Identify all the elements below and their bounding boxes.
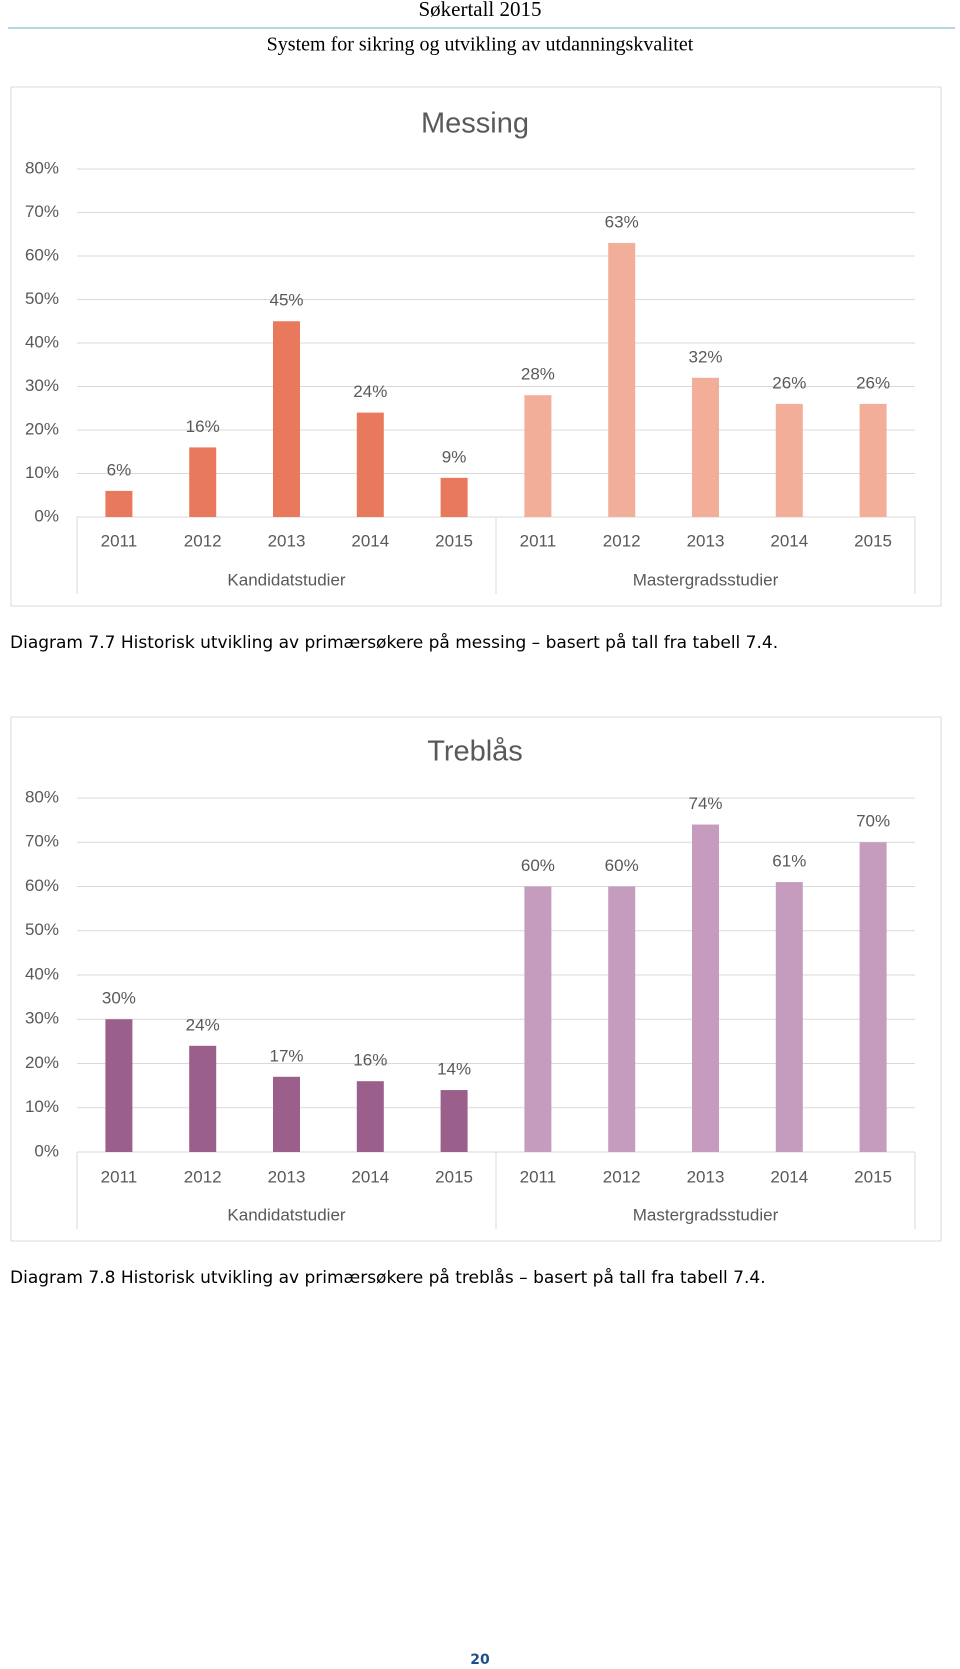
y-tick-label: 60% — [25, 876, 59, 895]
value-label: 16% — [186, 417, 220, 436]
value-label: 14% — [437, 1060, 471, 1079]
bar — [189, 447, 217, 517]
x-tick-label: 2014 — [351, 531, 389, 550]
y-tick-label: 20% — [25, 419, 59, 438]
group-label: Kandidatstudier — [227, 1205, 345, 1224]
bar — [105, 490, 133, 517]
value-label: 60% — [521, 856, 555, 875]
value-label: 17% — [269, 1046, 303, 1065]
x-tick-label: 2015 — [435, 1167, 473, 1186]
value-label: 6% — [107, 460, 132, 479]
bar — [859, 842, 887, 1152]
value-label: 16% — [353, 1051, 387, 1070]
bar — [440, 477, 468, 517]
bar — [189, 1045, 217, 1152]
value-label: 32% — [688, 347, 722, 366]
y-tick-label: 10% — [25, 463, 59, 482]
y-tick-label: 50% — [25, 920, 59, 939]
bar — [273, 321, 300, 517]
value-label: 9% — [442, 447, 467, 466]
y-tick-label: 10% — [25, 1097, 59, 1116]
y-tick-label: 60% — [25, 245, 59, 264]
y-tick-label: 20% — [25, 1053, 59, 1072]
x-tick-label: 2015 — [854, 1167, 892, 1186]
x-tick-label: 2012 — [603, 531, 641, 550]
x-tick-label: 2013 — [268, 531, 306, 550]
bar — [524, 886, 552, 1152]
x-tick-label: 2014 — [770, 531, 808, 550]
bar — [440, 1090, 468, 1152]
x-tick-label: 2012 — [603, 1167, 641, 1186]
bar — [356, 1081, 384, 1152]
value-label: 70% — [856, 812, 890, 831]
x-tick-label: 2015 — [435, 531, 473, 550]
x-tick-label: 2014 — [351, 1167, 389, 1186]
group-label: Mastergradsstudier — [633, 1205, 779, 1224]
y-tick-label: 70% — [25, 832, 59, 851]
value-label: 63% — [605, 212, 639, 231]
bar — [775, 403, 803, 517]
x-tick-label: 2011 — [101, 1167, 138, 1186]
chart-title: Messing — [421, 108, 529, 140]
value-label: 74% — [688, 794, 722, 813]
value-label: 24% — [186, 1015, 220, 1034]
y-tick-label: 30% — [25, 1009, 59, 1028]
value-label: 28% — [521, 365, 555, 384]
x-tick-label: 2015 — [854, 531, 892, 550]
y-tick-label: 80% — [25, 158, 59, 177]
y-tick-label: 0% — [34, 506, 59, 525]
value-label: 60% — [605, 856, 639, 875]
y-tick-label: 70% — [25, 202, 59, 221]
y-tick-label: 50% — [25, 289, 59, 308]
header-subtitle: System for sikring og utvikling av utdan… — [267, 34, 694, 56]
chart-frame — [10, 86, 942, 607]
caption: Diagram 7.7 Historisk utvikling av primæ… — [10, 632, 778, 653]
value-label: 61% — [772, 852, 806, 871]
bar — [859, 403, 887, 517]
page-number: 20 — [470, 1652, 490, 1668]
x-tick-label: 2011 — [520, 531, 557, 550]
bar — [608, 242, 636, 517]
y-tick-label: 80% — [25, 787, 59, 806]
y-tick-label: 0% — [34, 1141, 59, 1160]
group-label: Mastergradsstudier — [633, 570, 779, 589]
value-label: 30% — [102, 989, 136, 1008]
x-tick-label: 2012 — [184, 1167, 222, 1186]
bar — [692, 824, 719, 1152]
caption: Diagram 7.8 Historisk utvikling av primæ… — [10, 1267, 766, 1288]
chart-frame — [10, 716, 942, 1242]
y-tick-label: 40% — [25, 964, 59, 983]
bar — [273, 1076, 300, 1152]
value-label: 24% — [353, 382, 387, 401]
y-tick-label: 40% — [25, 332, 59, 351]
bar — [524, 395, 552, 517]
x-tick-label: 2013 — [687, 531, 725, 550]
bar — [692, 377, 719, 517]
x-tick-label: 2012 — [184, 531, 222, 550]
header-title: Søkertall 2015 — [418, 0, 541, 21]
value-label: 26% — [772, 373, 806, 392]
bar — [608, 886, 636, 1152]
x-tick-label: 2011 — [520, 1167, 557, 1186]
x-tick-label: 2011 — [101, 531, 138, 550]
x-tick-label: 2013 — [687, 1167, 725, 1186]
value-label: 45% — [269, 291, 303, 310]
bar — [105, 1019, 133, 1152]
bar — [356, 412, 384, 517]
value-label: 26% — [856, 373, 890, 392]
chart-title: Treblås — [427, 736, 523, 768]
bar — [775, 882, 803, 1152]
y-tick-label: 30% — [25, 376, 59, 395]
group-label: Kandidatstudier — [227, 570, 345, 589]
x-tick-label: 2013 — [268, 1167, 306, 1186]
x-tick-label: 2014 — [770, 1167, 808, 1186]
